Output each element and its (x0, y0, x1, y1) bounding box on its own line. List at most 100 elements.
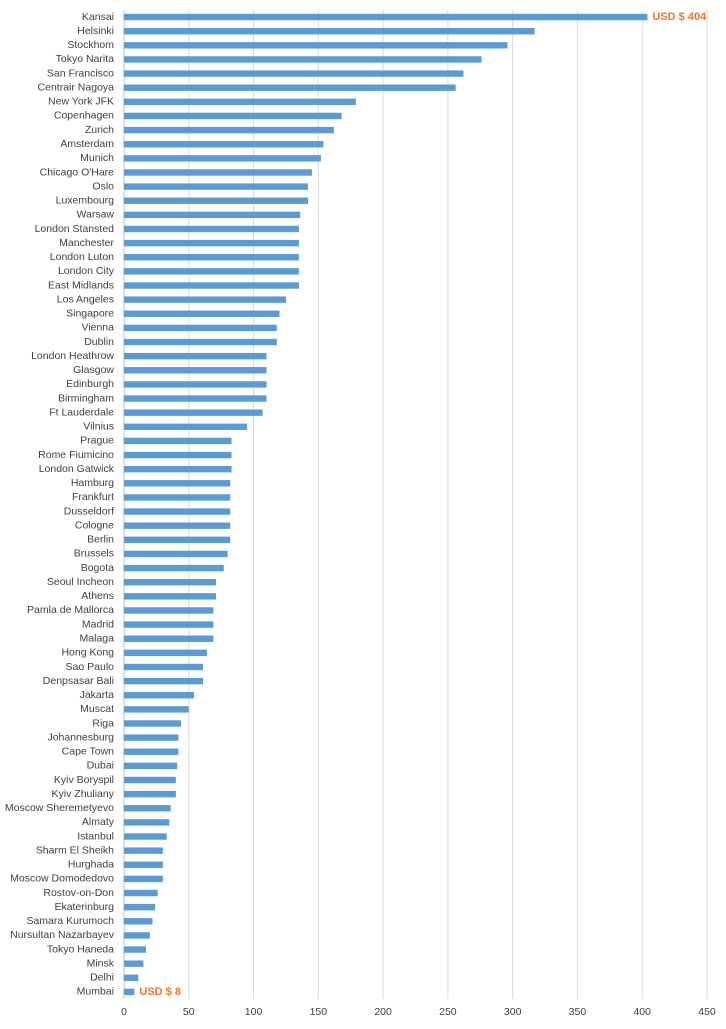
y-tick-label: Almaty (82, 816, 115, 828)
y-tick-label: Muscat (80, 703, 114, 715)
y-tick-label: Dubai (87, 760, 114, 772)
bar (124, 169, 312, 176)
bar (124, 239, 299, 247)
bar (124, 480, 231, 487)
bar (124, 593, 216, 600)
y-tick-label: Helsinki (77, 25, 114, 37)
value-label: USD $ 8 (139, 986, 181, 998)
y-tick-label: Manchester (59, 237, 114, 249)
y-tick-label: Singapore (66, 308, 114, 320)
bar (124, 847, 163, 854)
bar (124, 579, 216, 586)
bar (124, 790, 176, 798)
y-tick-label: London Gatwick (39, 463, 115, 475)
y-tick-label: Riga (92, 717, 114, 729)
x-tick-label: 0 (121, 1006, 127, 1018)
bar (124, 960, 144, 967)
bar (124, 183, 308, 190)
y-tick-label: Zurich (85, 124, 114, 136)
y-tick-label: Chicago O'Hare (40, 166, 115, 178)
bar (124, 508, 231, 515)
y-tick-label: Copenhagen (54, 110, 114, 122)
bar (124, 409, 263, 416)
bar (124, 437, 232, 445)
x-tick-label: 400 (633, 1006, 651, 1018)
y-tick-label: Moscow Sheremetyevo (5, 802, 114, 814)
bar (124, 451, 232, 459)
y-tick-label: Cologne (75, 519, 114, 531)
y-tick-label: New York JFK (48, 96, 114, 108)
bar (124, 805, 171, 812)
bar (124, 423, 248, 430)
bar (124, 550, 228, 558)
y-tick-label: Seoul Incheon (47, 576, 114, 588)
bar (124, 381, 267, 388)
x-tick-label: 150 (310, 1006, 328, 1018)
y-tick-label: Denpsasar Bali (43, 675, 114, 687)
y-tick-label: Rome Fiumicino (38, 449, 114, 461)
bar (124, 663, 204, 671)
y-tick-label: London Heathrow (31, 350, 114, 362)
bar (124, 918, 153, 925)
y-tick-label: East Midlands (48, 279, 114, 291)
bar (124, 621, 214, 628)
y-tick-label: Mumbai (77, 986, 114, 998)
bar (124, 112, 342, 120)
bar (124, 932, 150, 939)
y-tick-label: San Francisco (47, 67, 114, 79)
x-tick-label: 200 (374, 1006, 392, 1018)
y-tick-label: Ft Lauderdale (49, 406, 114, 418)
bar (124, 946, 147, 953)
bar (124, 70, 464, 77)
bar (124, 42, 508, 49)
y-tick-label: Brussels (74, 548, 114, 560)
y-tick-label: Nursultan Nazarbayev (10, 929, 115, 941)
bar (124, 677, 204, 685)
y-tick-label: London Luton (50, 251, 114, 263)
bar (124, 56, 482, 63)
bar (124, 635, 214, 642)
y-tick-label: Moscow Domodedovo (10, 873, 114, 885)
bar (124, 197, 308, 204)
value-label: USD $ 404 (652, 11, 707, 23)
bar (124, 522, 231, 529)
y-tick-label: Amsterdam (60, 138, 114, 150)
y-tick-label: Minsk (87, 957, 115, 969)
x-tick-label: 50 (183, 1006, 195, 1018)
bar (124, 27, 535, 35)
bar (124, 536, 231, 544)
y-tick-label: Kyiv Zhuliany (52, 788, 115, 800)
y-tick-label: Birmingham (58, 392, 114, 404)
y-tick-label: Rostov-on-Don (43, 887, 114, 899)
y-tick-label: Samara Kurumoch (26, 915, 114, 927)
y-tick-label: Warsaw (76, 209, 114, 221)
bar (124, 282, 299, 289)
bar (124, 776, 176, 784)
bar (124, 465, 232, 473)
y-tick-label: Istanbul (77, 830, 114, 842)
bar (124, 861, 163, 868)
x-tick-label: 100 (245, 1006, 263, 1018)
y-tick-label: Berlin (87, 534, 114, 546)
bar (124, 211, 301, 219)
bar (124, 494, 231, 501)
bar (124, 748, 179, 755)
bar (124, 889, 158, 897)
y-tick-label: Bogota (81, 562, 114, 574)
x-tick-label: 300 (504, 1006, 522, 1018)
y-tick-label: Dusseldorf (64, 505, 114, 517)
bar (124, 762, 178, 770)
bar (124, 903, 156, 911)
bar (124, 649, 207, 657)
bar (124, 225, 299, 233)
bar (124, 84, 456, 91)
y-tick-label: London City (58, 265, 115, 277)
y-tick-label: Hurghada (68, 859, 114, 871)
x-tick-label: 350 (569, 1006, 587, 1018)
x-tick-label: 450 (698, 1006, 716, 1018)
y-tick-label: Pamla de Mallorca (27, 604, 114, 616)
bar (124, 310, 280, 317)
bar (124, 338, 277, 346)
y-tick-label: Kansai (82, 11, 114, 23)
